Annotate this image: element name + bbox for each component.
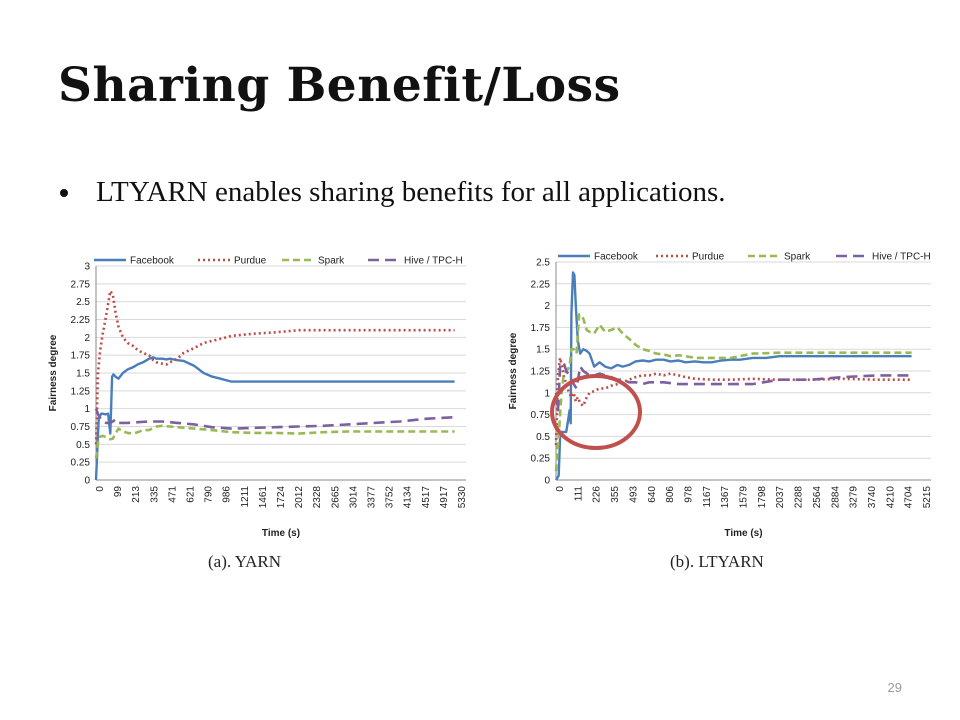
x-tick-label: 2564 — [812, 486, 823, 509]
x-tick-label: 1167 — [702, 486, 713, 508]
chart-background — [30, 252, 480, 547]
y-tick-label: 1 — [84, 404, 90, 415]
y-tick-label: 0 — [544, 476, 550, 487]
y-tick-label: 2 — [544, 301, 550, 312]
x-tick-label: 471 — [167, 486, 178, 503]
y-tick-label: 1 — [544, 388, 550, 399]
x-tick-label: 5330 — [457, 486, 468, 509]
x-tick-label: 5215 — [922, 486, 933, 509]
x-tick-label: 2288 — [794, 486, 805, 509]
x-tick-label: 0 — [95, 486, 106, 492]
y-tick-label: 1.25 — [71, 386, 91, 397]
x-tick-label: 4134 — [403, 486, 414, 509]
y-tick-label: 0.25 — [531, 454, 551, 465]
highlight-circle — [550, 374, 642, 450]
x-tick-label: 3740 — [867, 486, 878, 509]
x-tick-label: 1579 — [739, 486, 750, 509]
y-tick-label: 2.25 — [531, 279, 551, 290]
slide-title: Sharing Benefit/Loss — [58, 58, 621, 113]
caption-ltyarn: (b). LTYARN — [670, 552, 764, 571]
bullet-item: LTYARN enables sharing benefits for all … — [60, 176, 726, 209]
y-tick-label: 0.5 — [76, 440, 90, 451]
x-tick-label: 226 — [592, 486, 603, 503]
legend-label: Facebook — [594, 252, 639, 263]
x-tick-label: 1724 — [276, 486, 287, 509]
y-tick-label: 0.5 — [536, 432, 550, 443]
bullet-dot-icon — [60, 188, 68, 197]
x-tick-label: 1367 — [720, 486, 731, 509]
x-tick-label: 111 — [573, 486, 584, 502]
x-tick-label: 0 — [555, 486, 566, 492]
x-tick-label: 4917 — [439, 486, 450, 509]
page-number: 29 — [887, 680, 902, 695]
series-line-spark — [554, 313, 912, 472]
y-tick-label: 0.75 — [531, 410, 551, 421]
series-line-facebook — [554, 271, 912, 481]
y-tick-label: 2 — [84, 333, 90, 344]
x-tick-label: 4704 — [904, 486, 915, 509]
legend-label: Hive / TPC-H — [404, 256, 463, 267]
legend-label: Facebook — [130, 256, 175, 267]
y-tick-label: 2.25 — [71, 315, 91, 326]
chart-background — [490, 250, 940, 545]
y-tick-label: 0.25 — [71, 458, 91, 469]
series-line-hive-tpc-h — [94, 408, 455, 430]
x-tick-label: 4210 — [885, 486, 896, 509]
y-tick-label: 2.5 — [536, 258, 550, 269]
y-tick-label: 2.75 — [71, 279, 91, 290]
y-axis-label: Fairness degree — [48, 334, 59, 411]
y-tick-label: 1.25 — [531, 367, 551, 378]
x-tick-label: 1211 — [240, 486, 251, 508]
x-tick-label: 806 — [665, 486, 676, 503]
x-axis-label: Time (s) — [724, 528, 762, 539]
series-line-facebook — [94, 356, 455, 481]
caption-yarn: (a). YARN — [208, 552, 282, 571]
x-tick-label: 978 — [683, 486, 694, 503]
x-tick-label: 3377 — [367, 486, 378, 509]
y-tick-label: 1.5 — [76, 369, 90, 380]
legend-label: Spark — [784, 252, 811, 263]
chart-yarn: 0 0.25 0.5 0.75 1 1.25 1.5 1.75 2 2.25 2.5 2.75 3 0 99… — [30, 252, 480, 547]
x-tick-label: 99 — [113, 486, 124, 498]
x-tick-label: 3014 — [348, 486, 359, 509]
x-tick-label: 2012 — [294, 486, 305, 509]
chart-ltyarn: 0 0.25 0.5 0.75 1 1.25 1.5 1.75 2 2.25 2.5 0 111 226 3… — [490, 250, 940, 545]
y-tick-label: 3 — [84, 262, 90, 273]
x-tick-label: 355 — [610, 486, 621, 503]
x-tick-label: 1461 — [258, 486, 269, 509]
x-tick-label: 2665 — [330, 486, 341, 509]
series-line-purdue — [554, 356, 912, 446]
y-tick-label: 1.75 — [531, 323, 551, 334]
x-tick-label: 1798 — [757, 486, 768, 509]
y-tick-label: 0.75 — [71, 422, 91, 433]
x-tick-label: 640 — [647, 486, 658, 503]
x-tick-label: 2037 — [775, 486, 786, 509]
x-axis-label: Time (s) — [262, 528, 300, 539]
y-tick-label: 0 — [84, 476, 90, 487]
y-tick-label: 1.75 — [71, 351, 91, 362]
x-tick-label: 986 — [222, 486, 233, 503]
x-tick-label: 3752 — [385, 486, 396, 509]
x-tick-label: 493 — [628, 486, 639, 503]
x-tick-label: 3279 — [849, 486, 860, 509]
legend-label: Purdue — [234, 256, 267, 267]
legend-label: Purdue — [692, 252, 725, 263]
y-tick-label: 2.5 — [76, 297, 90, 308]
bullet-text: LTYARN enables sharing benefits for all … — [96, 176, 726, 208]
series-line-spark — [94, 424, 455, 459]
x-tick-label: 335 — [149, 486, 160, 503]
x-tick-label: 213 — [131, 486, 142, 503]
legend-label: Spark — [318, 256, 345, 267]
y-tick-label: 1.5 — [536, 345, 550, 356]
y-axis-label: Fairness degree — [508, 332, 519, 409]
x-tick-label: 2328 — [312, 486, 323, 509]
x-tick-label: 621 — [186, 486, 197, 503]
x-tick-label: 790 — [204, 486, 215, 503]
legend-label: Hive / TPC-H — [872, 252, 931, 263]
x-tick-label: 2884 — [830, 486, 841, 509]
x-tick-label: 4517 — [421, 486, 432, 509]
